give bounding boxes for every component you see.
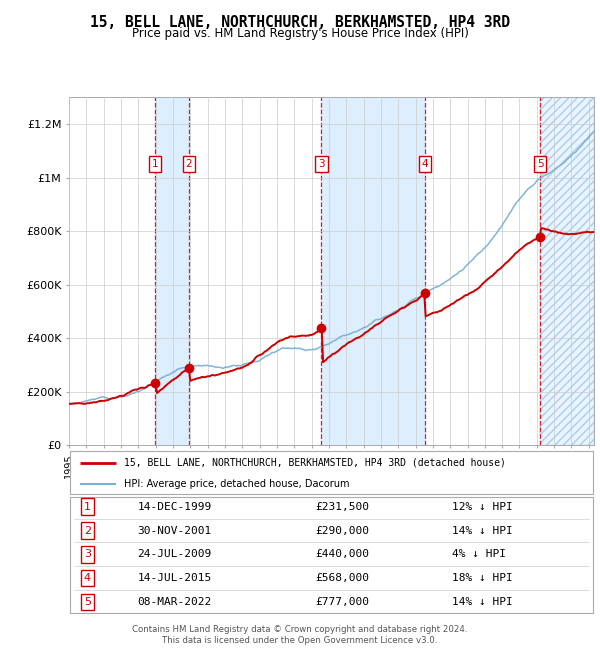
FancyBboxPatch shape: [70, 497, 593, 613]
Text: 15, BELL LANE, NORTHCHURCH, BERKHAMSTED, HP4 3RD: 15, BELL LANE, NORTHCHURCH, BERKHAMSTED,…: [90, 15, 510, 30]
Text: 4: 4: [84, 573, 91, 583]
Text: 1: 1: [152, 159, 158, 170]
Text: £440,000: £440,000: [316, 549, 370, 560]
Text: 1: 1: [84, 502, 91, 512]
Text: 3: 3: [318, 159, 325, 170]
Text: 14-JUL-2015: 14-JUL-2015: [137, 573, 212, 583]
Bar: [155, 98, 189, 445]
Text: 15, BELL LANE, NORTHCHURCH, BERKHAMSTED, HP4 3RD (detached house): 15, BELL LANE, NORTHCHURCH, BERKHAMSTED,…: [124, 458, 506, 468]
Bar: [321, 98, 425, 445]
Bar: [540, 98, 594, 445]
Text: £777,000: £777,000: [316, 597, 370, 607]
Text: 2: 2: [185, 159, 192, 170]
Text: 4: 4: [422, 159, 428, 170]
Text: 2: 2: [84, 526, 91, 536]
Text: 14% ↓ HPI: 14% ↓ HPI: [452, 526, 513, 536]
Text: 08-MAR-2022: 08-MAR-2022: [137, 597, 212, 607]
Text: £231,500: £231,500: [316, 502, 370, 512]
Text: HPI: Average price, detached house, Dacorum: HPI: Average price, detached house, Daco…: [124, 478, 350, 489]
Text: 30-NOV-2001: 30-NOV-2001: [137, 526, 212, 536]
Text: 14% ↓ HPI: 14% ↓ HPI: [452, 597, 513, 607]
Text: 5: 5: [84, 597, 91, 607]
Text: 4% ↓ HPI: 4% ↓ HPI: [452, 549, 506, 560]
FancyBboxPatch shape: [70, 451, 593, 494]
Text: £568,000: £568,000: [316, 573, 370, 583]
Text: 12% ↓ HPI: 12% ↓ HPI: [452, 502, 513, 512]
Text: Price paid vs. HM Land Registry's House Price Index (HPI): Price paid vs. HM Land Registry's House …: [131, 27, 469, 40]
Bar: [540, 98, 594, 445]
Text: Contains HM Land Registry data © Crown copyright and database right 2024.
This d: Contains HM Land Registry data © Crown c…: [132, 625, 468, 645]
Text: 18% ↓ HPI: 18% ↓ HPI: [452, 573, 513, 583]
Text: 3: 3: [84, 549, 91, 560]
Text: 14-DEC-1999: 14-DEC-1999: [137, 502, 212, 512]
Text: £290,000: £290,000: [316, 526, 370, 536]
Text: 5: 5: [537, 159, 544, 170]
Text: 24-JUL-2009: 24-JUL-2009: [137, 549, 212, 560]
